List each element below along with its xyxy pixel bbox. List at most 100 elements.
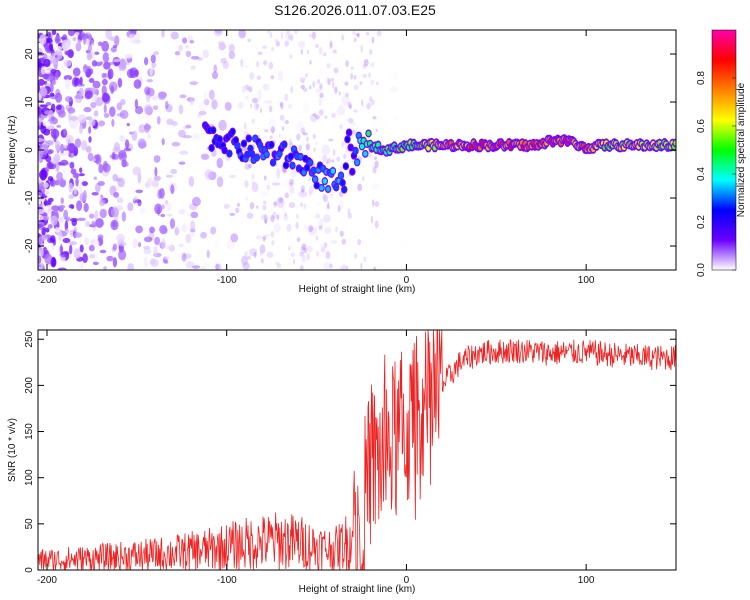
speckle bbox=[88, 118, 96, 127]
speckle bbox=[309, 190, 312, 197]
speckle bbox=[80, 140, 88, 151]
speckle bbox=[339, 264, 347, 269]
track-core bbox=[319, 185, 324, 191]
speckle bbox=[144, 86, 151, 96]
speckle bbox=[85, 38, 90, 46]
speckle bbox=[331, 159, 335, 163]
speckle bbox=[56, 124, 61, 128]
speckle bbox=[266, 184, 271, 190]
speckle bbox=[329, 42, 333, 50]
speckle bbox=[347, 207, 351, 215]
speckle bbox=[117, 77, 123, 88]
colorbar-tick-label: 0.8 bbox=[696, 71, 707, 85]
speckle bbox=[58, 204, 66, 209]
speckle bbox=[300, 48, 304, 55]
speckle bbox=[245, 95, 249, 100]
speckle bbox=[47, 176, 54, 182]
speckle bbox=[281, 168, 286, 173]
track-core bbox=[359, 143, 365, 150]
speckle bbox=[337, 104, 346, 116]
speckle bbox=[38, 214, 44, 221]
speckle bbox=[45, 227, 50, 233]
speckle bbox=[308, 226, 318, 236]
speckle bbox=[107, 68, 114, 80]
speckle bbox=[118, 249, 127, 261]
speckle bbox=[38, 255, 42, 264]
speckle bbox=[332, 81, 335, 89]
speckle bbox=[263, 60, 268, 66]
speckle bbox=[88, 78, 95, 83]
speckle bbox=[287, 145, 292, 150]
track-core bbox=[366, 130, 371, 137]
speckle bbox=[357, 33, 360, 38]
y-tick-label: 0 bbox=[24, 147, 35, 153]
speckle bbox=[101, 78, 108, 86]
speckle bbox=[300, 84, 306, 89]
speckle bbox=[38, 124, 41, 131]
track-core bbox=[209, 145, 214, 151]
speckle bbox=[74, 138, 82, 148]
speckle bbox=[190, 211, 199, 219]
speckle bbox=[206, 249, 210, 259]
speckle bbox=[208, 89, 215, 100]
speckle bbox=[306, 253, 310, 261]
speckle bbox=[338, 91, 341, 96]
speckle bbox=[334, 86, 338, 94]
speckle bbox=[85, 220, 90, 227]
speckle bbox=[357, 238, 362, 246]
speckle bbox=[157, 189, 163, 199]
snr-series-line bbox=[38, 330, 676, 570]
speckle bbox=[302, 132, 308, 136]
speckle bbox=[203, 90, 207, 101]
speckle bbox=[54, 35, 61, 45]
speckle bbox=[256, 205, 259, 209]
speckle bbox=[318, 97, 323, 107]
speckle bbox=[242, 64, 250, 68]
speckle bbox=[360, 45, 364, 53]
speckle bbox=[335, 109, 339, 120]
speckle bbox=[303, 225, 309, 233]
track-core bbox=[353, 148, 358, 154]
speckle bbox=[301, 254, 306, 263]
speckle bbox=[154, 236, 161, 246]
speckle bbox=[111, 118, 115, 127]
speckle bbox=[359, 81, 363, 85]
track-core bbox=[241, 140, 247, 147]
speckle bbox=[105, 30, 112, 40]
speckle bbox=[158, 94, 166, 101]
speckle bbox=[389, 85, 398, 93]
speckle bbox=[55, 45, 63, 51]
speckle bbox=[93, 176, 98, 180]
speckle bbox=[312, 134, 316, 139]
speckle bbox=[276, 263, 282, 269]
speckle bbox=[216, 176, 224, 188]
speckle bbox=[375, 128, 378, 132]
speckle bbox=[113, 35, 120, 46]
speckle bbox=[276, 167, 281, 179]
speckle bbox=[137, 199, 142, 207]
speckle bbox=[106, 255, 114, 262]
speckle bbox=[44, 188, 53, 197]
speckle bbox=[98, 163, 104, 174]
speckle bbox=[262, 235, 267, 240]
speckle bbox=[342, 264, 346, 270]
speckle bbox=[302, 102, 310, 114]
y-tick-label: 20 bbox=[24, 48, 35, 60]
speckle bbox=[326, 205, 331, 210]
speckle bbox=[264, 129, 269, 133]
speckle bbox=[151, 179, 159, 188]
speckle bbox=[315, 213, 321, 219]
y-tick-label: 200 bbox=[24, 377, 35, 394]
speckle bbox=[184, 45, 189, 49]
spectrogram-signal-track bbox=[201, 121, 676, 194]
speckle bbox=[217, 40, 226, 46]
speckle bbox=[179, 241, 187, 245]
speckle bbox=[312, 80, 316, 88]
speckle bbox=[274, 38, 279, 43]
speckle bbox=[332, 49, 337, 54]
speckle bbox=[372, 162, 376, 171]
speckle bbox=[319, 109, 324, 116]
speckle bbox=[73, 77, 81, 86]
speckle bbox=[43, 58, 51, 67]
